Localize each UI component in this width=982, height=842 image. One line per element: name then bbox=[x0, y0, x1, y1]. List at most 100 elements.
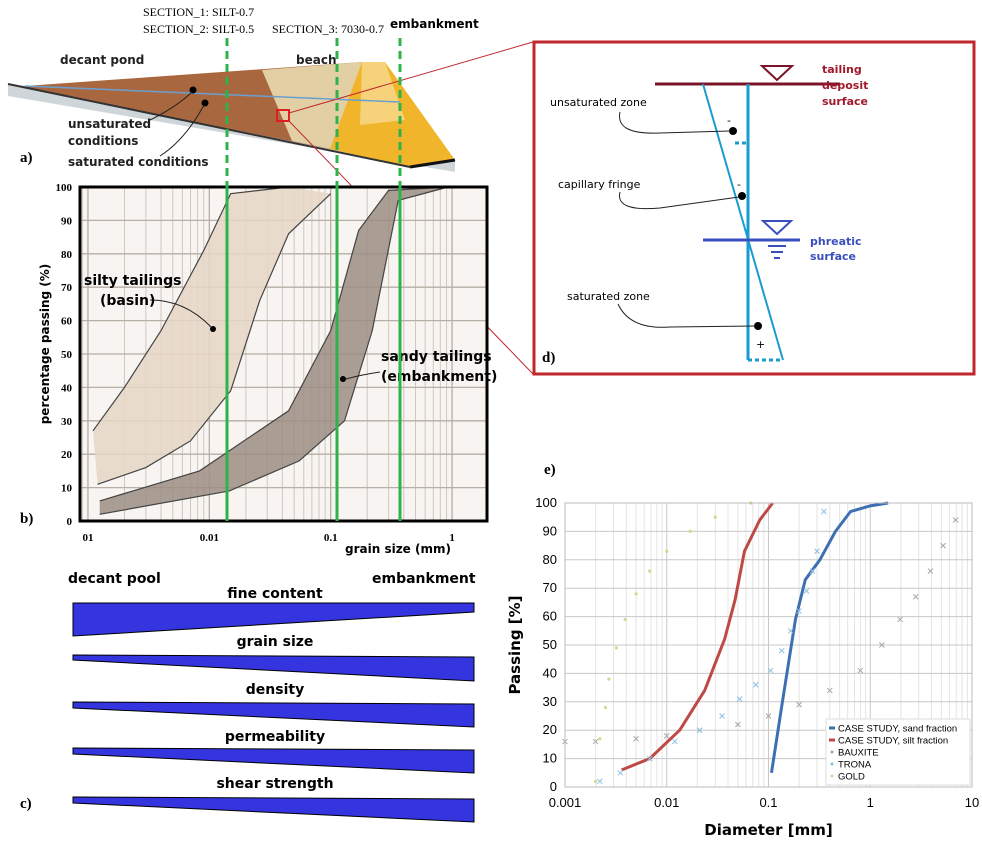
label: conditions bbox=[68, 134, 138, 148]
y-tick-label: 60 bbox=[61, 316, 73, 328]
y-tick-label: 40 bbox=[61, 382, 73, 394]
y-tick-label: 60 bbox=[543, 609, 557, 624]
marker bbox=[618, 770, 623, 775]
band-label: sandy tailings bbox=[381, 349, 492, 365]
marker bbox=[714, 516, 717, 519]
x-tick-label: 1 bbox=[867, 795, 874, 810]
property: shear strength bbox=[216, 776, 333, 792]
label: surface bbox=[810, 250, 856, 263]
point bbox=[729, 127, 737, 135]
label: phreatic bbox=[810, 235, 862, 248]
y-tick-label: 100 bbox=[56, 182, 73, 194]
y-tick-label: 50 bbox=[61, 349, 73, 361]
legend-swatch bbox=[831, 775, 834, 778]
marker bbox=[672, 739, 677, 744]
marker bbox=[648, 570, 651, 573]
marker bbox=[604, 706, 607, 709]
y-tick-label: 0 bbox=[550, 779, 557, 794]
wedge bbox=[73, 603, 474, 636]
x-tick-label: 0.1 bbox=[324, 532, 338, 544]
label: surface bbox=[822, 95, 868, 108]
x-tick-label: 0.001 bbox=[549, 795, 582, 810]
chart: 01020304050607080901000.0010.010.1110CAS… bbox=[506, 495, 979, 839]
label: deposit bbox=[822, 79, 868, 92]
marker bbox=[720, 714, 725, 719]
marker bbox=[597, 779, 602, 784]
panel-d: - - + tailing deposit surface unsaturate… bbox=[534, 42, 974, 374]
y-tick-label: 100 bbox=[535, 495, 557, 510]
section-label: SECTION_3: 7030-0.7 bbox=[272, 22, 384, 36]
label: saturated conditions bbox=[68, 155, 209, 169]
y-tick-label: 80 bbox=[61, 249, 73, 261]
legend-label: CASE STUDY, sand fraction bbox=[838, 724, 957, 735]
x-axis-title: Diameter [mm] bbox=[704, 821, 832, 839]
y-tick-label: 90 bbox=[61, 215, 73, 227]
y-axis-title: Passing [%] bbox=[506, 595, 524, 694]
marker bbox=[689, 530, 692, 533]
panel-c: decant pool embankment fine content grai… bbox=[20, 571, 476, 822]
x-tick-label: 01 bbox=[82, 532, 93, 544]
y-tick-label: 90 bbox=[543, 523, 557, 538]
section-label: SECTION_2: SILT-0.5 bbox=[143, 22, 254, 36]
frame bbox=[534, 42, 974, 374]
panel-label: e) bbox=[544, 462, 556, 478]
legend-swatch bbox=[831, 763, 834, 766]
x-tick-label: 0.01 bbox=[654, 795, 679, 810]
point bbox=[190, 87, 197, 94]
label: saturated zone bbox=[567, 290, 650, 303]
marker bbox=[779, 648, 784, 653]
sign: + bbox=[756, 338, 765, 351]
y-tick-label: 70 bbox=[543, 580, 557, 595]
band-label: (basin) bbox=[100, 293, 155, 309]
point bbox=[738, 192, 746, 200]
property: density bbox=[246, 682, 304, 698]
marker bbox=[804, 589, 809, 594]
y-tick-label: 0 bbox=[67, 516, 73, 528]
marker bbox=[624, 618, 627, 621]
wedge bbox=[73, 702, 474, 727]
label: capillary fringe bbox=[558, 178, 641, 191]
sign: - bbox=[727, 114, 731, 127]
label: decant pool bbox=[68, 571, 161, 587]
panel-label: d) bbox=[542, 350, 555, 366]
y-tick-label: 30 bbox=[543, 694, 557, 709]
label: embankment bbox=[372, 571, 476, 587]
point bbox=[754, 322, 762, 330]
marker bbox=[615, 646, 618, 649]
sign: - bbox=[737, 178, 741, 191]
panel-label: c) bbox=[20, 796, 32, 812]
panel-label: b) bbox=[20, 511, 33, 527]
x-tick-label: 0.1 bbox=[759, 795, 777, 810]
legend-label: GOLD bbox=[838, 772, 865, 783]
y-tick-label: 80 bbox=[543, 552, 557, 567]
label: tailing bbox=[822, 63, 862, 76]
label: unsaturated zone bbox=[550, 96, 647, 109]
marker bbox=[928, 569, 933, 574]
legend-label: CASE STUDY, silt fraction bbox=[838, 736, 948, 747]
label: decant pond bbox=[60, 53, 144, 67]
x-axis-title: grain size (mm) bbox=[345, 542, 451, 556]
y-tick-label: 10 bbox=[61, 483, 73, 495]
legend-label: TRONA bbox=[838, 760, 872, 771]
wedge bbox=[73, 748, 474, 773]
x-tick-label: 10 bbox=[965, 795, 979, 810]
x-tick-label: 0.01 bbox=[200, 532, 219, 544]
property: permeability bbox=[225, 729, 325, 745]
marker bbox=[898, 617, 903, 622]
y-tick-label: 70 bbox=[61, 282, 73, 294]
marker bbox=[953, 518, 958, 523]
y-tick-label: 40 bbox=[543, 665, 557, 680]
y-tick-label: 20 bbox=[61, 449, 73, 461]
label: unsaturated bbox=[68, 117, 151, 131]
y-axis-title: percentage passing (%) bbox=[38, 264, 52, 425]
wedge bbox=[73, 797, 474, 822]
section-label: SECTION_1: SILT-0.7 bbox=[143, 5, 254, 19]
property: grain size bbox=[237, 634, 314, 650]
figure: SECTION_1: SILT-0.7 SECTION_2: SILT-0.5 … bbox=[0, 0, 982, 842]
y-tick-label: 10 bbox=[543, 751, 557, 766]
label: beach bbox=[296, 53, 336, 67]
y-tick-label: 30 bbox=[61, 416, 73, 428]
property: fine content bbox=[227, 586, 323, 602]
annotation-point bbox=[340, 376, 346, 382]
marker bbox=[821, 509, 826, 514]
